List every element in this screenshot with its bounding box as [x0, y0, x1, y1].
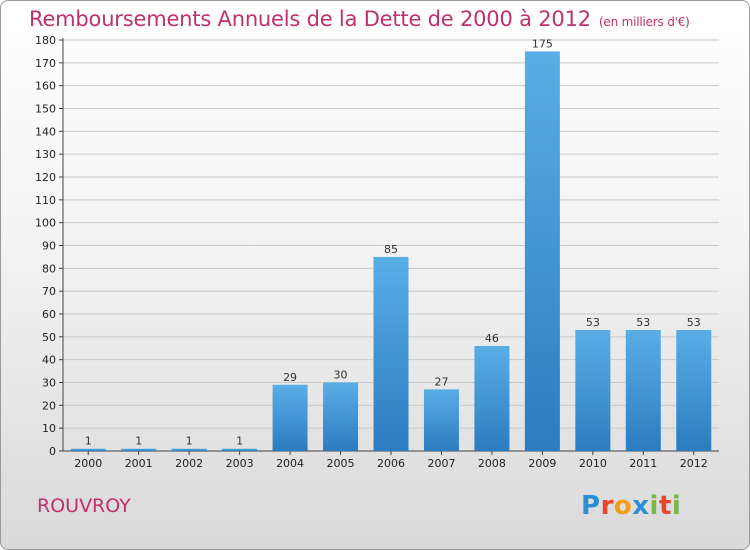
- x-tick-label: 2007: [427, 457, 455, 470]
- logo-letter: t: [658, 491, 672, 521]
- bar: [373, 256, 409, 451]
- bar: [676, 329, 712, 451]
- data-label: 53: [636, 316, 650, 329]
- y-tick-label: 150: [35, 103, 56, 116]
- logo-letter: r: [600, 491, 614, 521]
- y-tick-label: 120: [35, 171, 56, 184]
- y-tick-label: 0: [49, 445, 56, 458]
- y-tick-label: 50: [42, 331, 56, 344]
- bar: [474, 345, 510, 451]
- y-tick-label: 140: [35, 125, 56, 138]
- data-label: 27: [434, 375, 448, 388]
- y-tick-label: 180: [35, 34, 56, 47]
- x-tick-label: 2003: [226, 457, 254, 470]
- y-tick-label: 90: [42, 240, 56, 253]
- bar: [121, 448, 157, 451]
- x-tick-label: 2002: [175, 457, 203, 470]
- x-tick-label: 2012: [680, 457, 708, 470]
- bar: [625, 329, 661, 451]
- bar: [323, 382, 359, 451]
- y-tick-label: 130: [35, 148, 56, 161]
- title-text: Remboursements Annuels de la Dette de 20…: [29, 7, 591, 31]
- y-tick-label: 80: [42, 262, 56, 275]
- data-label: 175: [532, 37, 553, 50]
- data-label: 1: [85, 435, 92, 448]
- bar: [222, 448, 258, 451]
- y-tick-label: 70: [42, 285, 56, 298]
- data-label: 46: [485, 332, 499, 345]
- y-tick-label: 170: [35, 57, 56, 70]
- bar: [524, 51, 560, 452]
- data-label: 85: [384, 243, 398, 256]
- chart-title: Remboursements Annuels de la Dette de 20…: [29, 7, 690, 31]
- y-tick-label: 160: [35, 80, 56, 93]
- x-tick-label: 2008: [478, 457, 506, 470]
- x-tick-label: 2005: [327, 457, 355, 470]
- x-tick-label: 2011: [629, 457, 657, 470]
- logo-letter: i: [671, 491, 682, 521]
- data-label: 30: [334, 369, 348, 382]
- y-tick-label: 10: [42, 422, 56, 435]
- y-tick-label: 60: [42, 308, 56, 321]
- commune-name: ROUVROY: [37, 495, 131, 517]
- y-tick-label: 100: [35, 217, 56, 230]
- bar: [575, 329, 611, 451]
- data-label: 1: [186, 435, 193, 448]
- data-label: 53: [687, 316, 701, 329]
- bar: [272, 384, 308, 451]
- x-tick-label: 2009: [528, 457, 556, 470]
- logo-letter: P: [581, 491, 601, 521]
- data-label: 1: [135, 435, 142, 448]
- y-tick-label: 40: [42, 354, 56, 367]
- bar: [423, 389, 459, 451]
- x-tick-label: 2006: [377, 457, 405, 470]
- x-tick-label: 2004: [276, 457, 304, 470]
- y-tick-label: 30: [42, 377, 56, 390]
- y-tick-label: 110: [35, 194, 56, 207]
- x-tick-label: 2000: [74, 457, 102, 470]
- data-label: 53: [586, 316, 600, 329]
- bar: [70, 448, 106, 451]
- logo-letter: i: [649, 491, 659, 521]
- data-label: 29: [283, 371, 297, 384]
- unit-note: (en milliers d'€): [598, 15, 690, 29]
- logo-letter: x: [632, 491, 650, 521]
- x-tick-label: 2001: [125, 457, 153, 470]
- bar: [171, 448, 207, 451]
- y-tick-label: 20: [42, 399, 56, 412]
- logo-letter: o: [613, 491, 633, 521]
- proxiti-logo: Proxiti: [581, 491, 681, 521]
- x-tick-label: 2010: [579, 457, 607, 470]
- data-label: 1: [236, 435, 243, 448]
